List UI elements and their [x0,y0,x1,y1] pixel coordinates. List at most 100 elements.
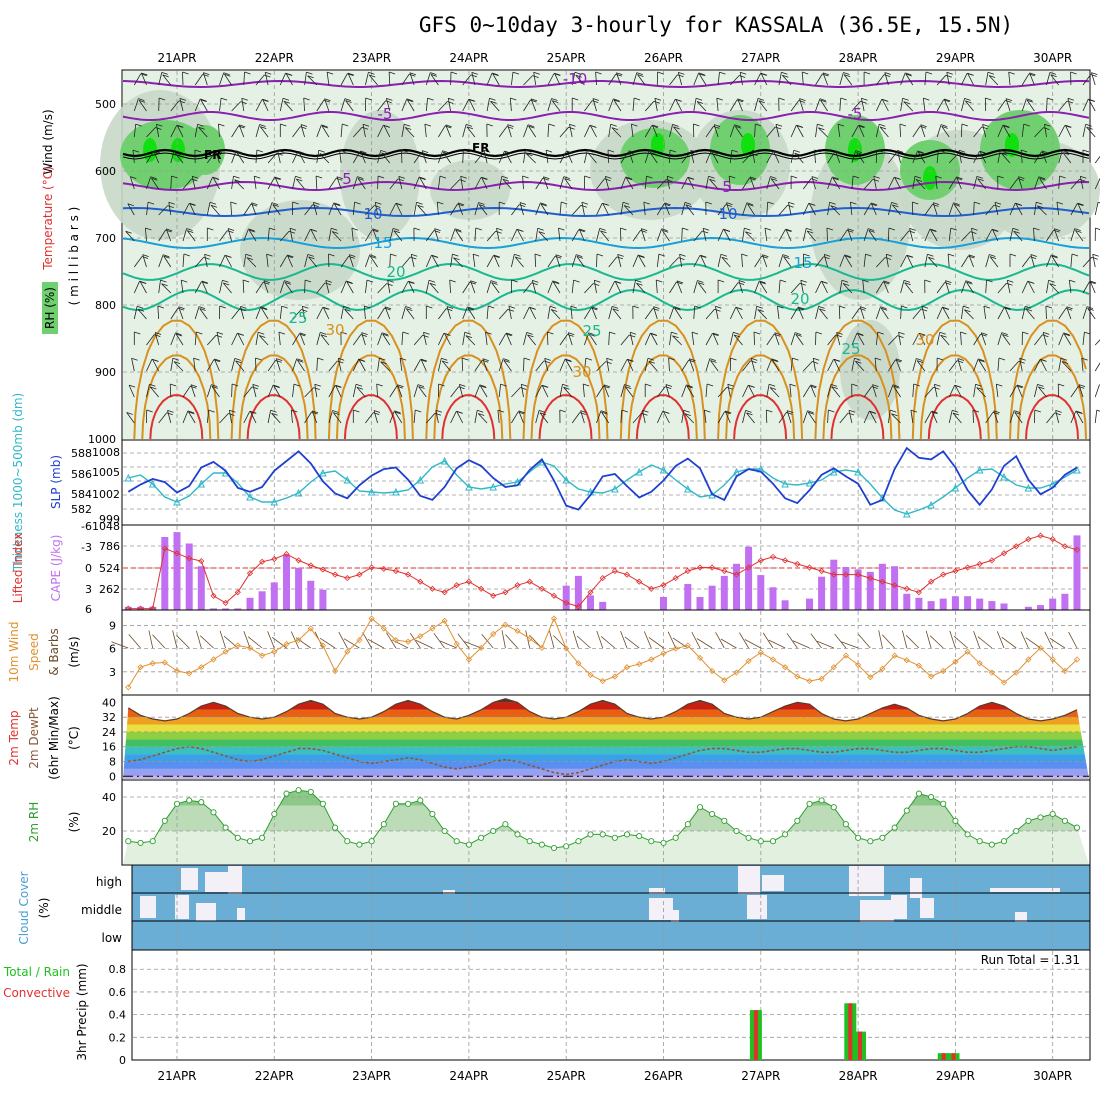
li-marker [1073,546,1081,553]
wind-barb [231,125,239,138]
wind-barb [199,308,208,320]
wind-barb-flag [262,98,269,102]
contour-label: 15 [373,234,392,252]
wind-barb-flag [650,333,658,336]
wind-barb [435,410,439,424]
wind-barb [1009,178,1019,190]
wind-barb [507,124,512,138]
wind-barb-flag [538,410,546,413]
wind-barb [168,202,172,216]
precip-tick: 0.6 [109,986,127,999]
wind-barb [324,98,330,112]
wind-barb-flag [992,228,999,232]
thickness-marker [367,487,376,496]
wind-barb [498,126,508,138]
wind-barb-10m [549,630,555,649]
wind-barb-flag [1037,205,1044,209]
wind-barb-flag [387,279,394,283]
wind-barb [851,358,855,372]
run-total: Run Total = 1.31 [981,953,1080,967]
li-marker [441,589,448,596]
wind-barb-flag [790,175,798,179]
wind-barb-flag [568,332,575,335]
wind-barb [778,279,781,294]
wind-barb-flag [609,331,616,335]
wind-barb [734,125,743,138]
cape-bar [976,598,984,610]
cloud-level-low: low [102,931,123,945]
wind-barb [316,150,320,164]
li-marker [283,550,290,558]
wind-barb-flag [611,127,618,130]
wind-barb-flag [358,359,366,362]
wind-barb [267,227,270,242]
wind-barb [575,74,585,86]
wind-speed-marker [903,657,910,664]
wind-barb-flag [216,331,224,335]
wind-barb-flag [871,386,878,389]
wind-barb-flag [720,253,728,257]
wind-barb-flag [647,357,655,361]
wind-barb [601,411,610,424]
wind-barb [567,332,573,346]
wind-barb-flag [967,73,974,76]
wind-barb-flag [297,359,304,363]
wind-speed-marker [222,648,229,655]
wind-barb-flag [445,124,452,128]
rh-marker [709,810,716,818]
wind-barb-10m [834,633,847,649]
wind-barb-flag [419,177,426,181]
wind-barb-flag [214,358,221,362]
wind-barb-flag [912,201,919,205]
wind-barb-flag [506,332,513,336]
wind-barb-flag [860,100,867,104]
wind-barb [1016,384,1023,398]
wind-barb [837,124,841,138]
wind-speed-marker [915,662,922,669]
li-marker [988,557,995,564]
wind-barb-flag [479,204,486,207]
cape-bar [769,587,777,610]
wind-barb-flag [273,384,280,388]
wind-barb [726,202,731,216]
wind-barb-flag [857,333,864,337]
wind-barb-flag [154,334,161,337]
wind-barb [919,333,926,346]
wind-barb [368,74,378,86]
wind-barb-flag [916,360,924,363]
wind-speed-marker [830,664,837,671]
temp-band [123,768,1089,777]
wind-barb-flag [629,334,636,338]
wind-barb-flag [682,227,689,231]
wind-speed-marker [928,673,935,680]
wind-barb-flag [157,305,164,309]
ylabel-temp-2m: 2m Temp [7,710,21,765]
wind-barb-flag [493,254,501,258]
wind-barb-flag [891,202,898,205]
wind-barb-flag [428,279,436,283]
cape-bar [757,575,765,610]
wind-barb [363,305,366,320]
wind-barb [827,384,832,398]
wind-barb [377,175,379,190]
wind-barb-flag [576,256,584,259]
wind-barb [474,227,477,242]
wind-barb-flag [282,97,290,101]
wind-barb [438,125,446,138]
wind-barb [240,306,245,320]
li-marker [526,578,533,585]
wind-barb-10m [858,634,871,649]
rh-marker [721,817,728,824]
li-tick: 0 [85,562,92,575]
wind-barb [300,124,305,138]
wind-barb-flag [130,176,137,179]
cape-bar [1049,598,1057,610]
wind-barb-flag [388,71,396,75]
wind-barb-10m [977,636,993,649]
wind-barb [803,361,813,372]
wind-barb-flag [255,357,262,361]
wind-barb [773,151,780,164]
wind-barb-flag [794,332,802,335]
wind-barb [409,72,415,86]
